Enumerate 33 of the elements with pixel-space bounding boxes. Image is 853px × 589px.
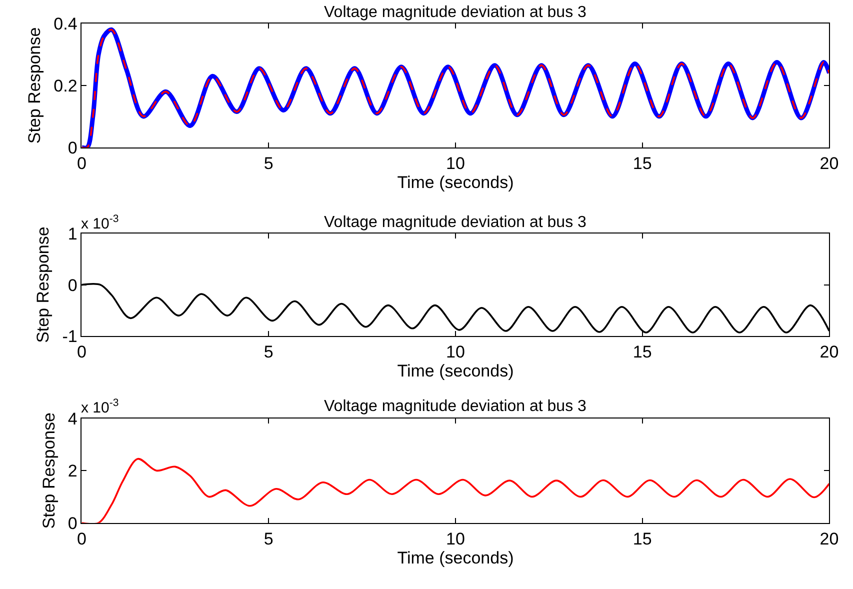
x-axis-title: Time (seconds) xyxy=(397,361,514,380)
y-tick-label: 1 xyxy=(68,224,78,244)
y-tick-label: 4 xyxy=(68,409,78,428)
text: x 10$^{-3}$ xyxy=(81,213,119,232)
x-tick-label: 5 xyxy=(264,342,274,362)
y-tick-label: 0.4 xyxy=(54,14,78,34)
y-axis-title: Step Response xyxy=(34,226,53,343)
y-axis-title: Step Response xyxy=(39,412,58,529)
x-axis-title: Time (seconds) xyxy=(397,172,514,192)
y-tick-label: -1 xyxy=(62,327,78,346)
x-axis-title: Time (seconds) xyxy=(397,548,514,568)
chart-title: Voltage magnitude deviation at bus 3 xyxy=(324,398,587,415)
chart-title: Voltage magnitude deviation at bus 3 xyxy=(324,4,587,21)
x-tick-label: 20 xyxy=(820,154,839,173)
y-tick-label: 0 xyxy=(68,276,78,295)
text: x 10$^{-3}$ xyxy=(81,397,119,416)
x-tick-label: 10 xyxy=(446,342,465,362)
chart-title: Voltage magnitude deviation at bus 3 xyxy=(324,214,587,231)
y-tick-label: 2 xyxy=(68,462,78,481)
x-tick-label: 20 xyxy=(820,342,839,362)
x-tick-label: 10 xyxy=(446,529,465,548)
x-tick-label: 5 xyxy=(264,529,274,548)
y-tick-label: 0.2 xyxy=(54,76,78,96)
y-axis-title: Step Response xyxy=(25,27,44,144)
x-tick-label: 15 xyxy=(632,342,652,362)
x-tick-label: 15 xyxy=(632,529,652,548)
y-tick-label: 0 xyxy=(68,138,78,158)
x-tick-label: 15 xyxy=(632,154,652,173)
y-tick-label: 0 xyxy=(68,514,78,533)
x-tick-label: 20 xyxy=(820,529,839,548)
line-series xyxy=(82,458,830,523)
x-tick-label: 5 xyxy=(264,154,274,173)
x-tick-label: 10 xyxy=(446,154,465,173)
